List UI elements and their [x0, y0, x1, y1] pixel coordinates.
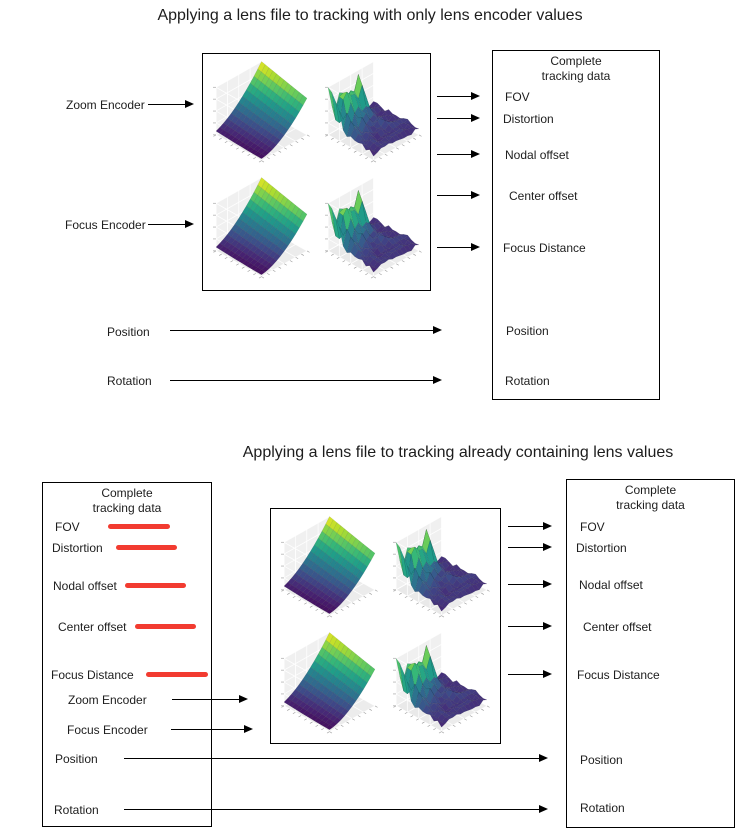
source-item-distortion: Distortion	[52, 541, 103, 555]
position-label: Position	[107, 325, 150, 339]
tracking2-item-rotation: Rotation	[580, 801, 625, 815]
surface-plot-distortion-zoom	[318, 57, 429, 169]
arrow-lens-file-to-distortion	[437, 113, 480, 122]
tracking-box-title-line2: tracking data	[541, 69, 611, 83]
focus-encoder-label: Focus Encoder	[65, 218, 146, 232]
surface-plot-distortion-focus-2	[386, 628, 497, 740]
arrow-lens-file-to-focus-distance	[437, 242, 480, 251]
arrow-zoom-encoder-to-lens-file-2	[172, 694, 248, 703]
arrow-position-passthrough	[170, 325, 442, 334]
tracking-item-position: Position	[506, 324, 549, 338]
arrow-position-passthrough-2	[124, 753, 548, 762]
arrow-lens-file-to-center-offset-2	[508, 621, 552, 630]
rotation-label: Rotation	[107, 374, 152, 388]
tracking-item-focus-distance: Focus Distance	[503, 241, 586, 255]
tracking-item-nodal-offset: Nodal offset	[505, 148, 569, 162]
source-item-center-offset: Center offset	[58, 620, 127, 634]
source-box-title-line2: tracking data	[92, 501, 162, 515]
source-rotation-label: Rotation	[54, 803, 99, 817]
surface-plot-fov-zoom	[206, 57, 317, 169]
arrow-lens-file-to-nodal-offset-2	[508, 579, 552, 588]
source-focus-encoder-label: Focus Encoder	[67, 723, 148, 737]
arrow-zoom-encoder-to-lens-file	[148, 99, 194, 108]
tracking-box2-title-line1: Complete	[624, 483, 677, 497]
strike-nodal-offset	[125, 583, 186, 588]
source-position-label: Position	[55, 752, 98, 766]
tracking2-item-distortion: Distortion	[576, 541, 627, 555]
strike-center-offset	[135, 624, 196, 629]
arrow-lens-file-to-center-offset	[437, 190, 480, 199]
source-item-fov: FOV	[55, 520, 80, 534]
tracking-item-fov: FOV	[505, 90, 530, 104]
top-diagram-title: Applying a lens file to tracking with on…	[157, 7, 583, 24]
arrow-lens-file-to-distortion-2	[508, 542, 552, 551]
arrow-rotation-passthrough-2	[124, 804, 548, 813]
arrow-rotation-passthrough	[170, 375, 442, 384]
arrow-lens-file-to-fov	[437, 91, 480, 100]
tracking-box2-title-line2: tracking data	[616, 498, 685, 512]
surface-plot-fov-zoom-2	[274, 512, 385, 624]
strike-fov	[108, 524, 170, 529]
tracking-item-distortion: Distortion	[503, 112, 554, 126]
tracking2-item-fov: FOV	[580, 520, 605, 534]
tracking2-item-focus-distance: Focus Distance	[577, 668, 660, 682]
source-item-focus-distance: Focus Distance	[51, 668, 134, 682]
tracking2-item-position: Position	[580, 753, 623, 767]
source-zoom-encoder-label: Zoom Encoder	[68, 693, 147, 707]
tracking-box-title-line1: Complete	[550, 54, 602, 68]
surface-plot-fov-focus-2	[274, 628, 385, 740]
arrow-focus-encoder-to-lens-file	[148, 219, 194, 228]
surface-plot-distortion-focus	[318, 173, 429, 285]
surface-plot-distortion-zoom-2	[386, 512, 497, 624]
source-tracking-box	[42, 482, 212, 827]
arrow-lens-file-to-fov-2	[508, 521, 552, 530]
source-item-nodal-offset: Nodal offset	[53, 579, 117, 593]
source-box-title-line1: Complete	[101, 486, 153, 500]
surface-plot-fov-focus	[206, 173, 317, 285]
arrow-focus-encoder-to-lens-file-2	[171, 724, 253, 733]
strike-focus-distance	[146, 672, 208, 677]
tracking-data-box-bottom	[566, 479, 735, 828]
tracking2-item-nodal-offset: Nodal offset	[579, 578, 643, 592]
tracking-item-rotation: Rotation	[505, 374, 550, 388]
arrow-lens-file-to-nodal-offset	[437, 149, 480, 158]
strike-distortion	[116, 545, 177, 550]
tracking2-item-center-offset: Center offset	[583, 620, 652, 634]
zoom-encoder-label: Zoom Encoder	[66, 98, 145, 112]
tracking-item-center-offset: Center offset	[509, 189, 578, 203]
bottom-diagram-title: Applying a lens file to tracking already…	[242, 444, 674, 461]
tracking-data-box-top	[492, 50, 660, 400]
arrow-lens-file-to-focus-distance-2	[508, 669, 552, 678]
